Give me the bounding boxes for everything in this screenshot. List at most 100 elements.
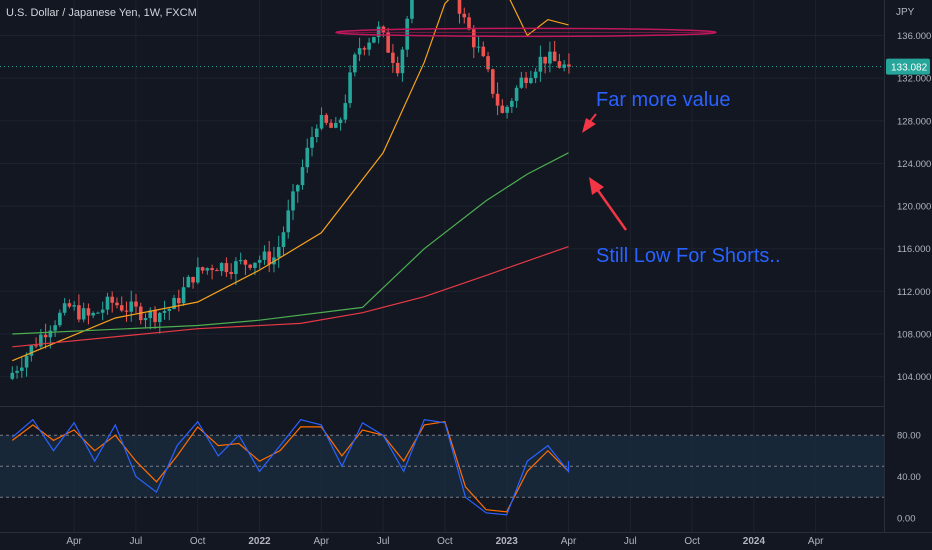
ema-mid-line xyxy=(12,152,569,335)
candle-body xyxy=(291,191,295,211)
price-tick-label: 132.000 xyxy=(897,74,931,85)
candle-body xyxy=(48,330,53,338)
candle-body xyxy=(367,42,371,50)
candle-body xyxy=(39,334,43,347)
symbol-header: U.S. Dollar / Japanese Yen, 1W, FXCM xyxy=(6,7,197,19)
candle-body xyxy=(372,37,376,43)
annotation-bottom: Still Low For Shorts.. xyxy=(596,245,781,267)
time-tick-label: Apr xyxy=(66,536,82,547)
oscillator-tick-label: 80.00 xyxy=(897,431,921,442)
candle-body xyxy=(262,251,267,260)
time-tick-label: Oct xyxy=(684,536,700,547)
time-tick-label: Apr xyxy=(561,536,577,547)
candle-body xyxy=(543,56,547,64)
candle-body xyxy=(491,69,495,94)
candle-body xyxy=(153,310,157,323)
candle-body xyxy=(219,263,224,272)
candle-body xyxy=(391,52,395,63)
candle-body xyxy=(248,264,252,268)
time-tick-label: 2023 xyxy=(496,536,519,547)
candle-body xyxy=(215,270,219,272)
candle-body xyxy=(229,272,233,275)
candle-body xyxy=(386,32,390,53)
candle-body xyxy=(172,297,176,310)
candle-body xyxy=(557,61,562,68)
candle-body xyxy=(324,115,329,123)
price-tick-label: 108.000 xyxy=(897,330,931,341)
candle-body xyxy=(24,355,29,368)
candle-body xyxy=(281,232,286,248)
candle-body xyxy=(257,259,262,263)
candle-body xyxy=(305,147,310,168)
price-tick-label: 104.000 xyxy=(897,372,931,383)
candle-body xyxy=(243,260,248,265)
candle-body xyxy=(514,87,519,101)
candle-body xyxy=(457,0,462,14)
candle-body xyxy=(81,308,86,320)
arrow-bottom-shaft xyxy=(595,188,628,231)
candle-body xyxy=(533,71,538,79)
candle-body xyxy=(567,64,571,67)
candle-body xyxy=(110,296,115,303)
time-tick-label: 2024 xyxy=(743,536,766,547)
candle-body xyxy=(319,115,324,129)
time-tick-label: Jul xyxy=(624,536,637,547)
time-tick-label: Apr xyxy=(808,536,824,547)
candle-body xyxy=(519,77,524,88)
candle-body xyxy=(72,305,76,307)
candle-body xyxy=(238,260,243,262)
candle-body xyxy=(495,93,500,106)
candle-body xyxy=(20,367,24,371)
candle-body xyxy=(134,301,138,307)
candle-body xyxy=(476,46,481,48)
candle-body xyxy=(91,312,95,316)
candle-body xyxy=(10,372,15,379)
candle-body xyxy=(86,308,91,316)
candle-body xyxy=(548,51,552,64)
oscillator-tick-label: 40.00 xyxy=(897,472,921,483)
candle-body xyxy=(510,100,514,107)
price-tick-label: 120.000 xyxy=(897,202,931,213)
drawings: Far more value Still Low For Shorts.. xyxy=(335,27,781,267)
oscillator-tick-label: 0.00 xyxy=(897,514,916,525)
candle-body xyxy=(53,325,57,331)
candle-body xyxy=(162,310,167,313)
annotation-top: Far more value xyxy=(596,89,731,111)
candle-body xyxy=(338,119,343,123)
candle-body xyxy=(186,276,191,288)
candle-body xyxy=(62,303,67,313)
candle-body xyxy=(15,370,19,373)
last-price-label: 133.082 xyxy=(891,63,928,74)
candle-body xyxy=(210,268,214,271)
candle-body xyxy=(500,105,505,113)
candle-body xyxy=(205,268,210,271)
price-tick-label: 128.000 xyxy=(897,116,931,127)
candle-body xyxy=(148,310,153,319)
candle-body xyxy=(96,312,100,314)
candle-body xyxy=(43,334,48,338)
candle-body xyxy=(343,103,348,120)
candle-body xyxy=(410,0,414,19)
candle-body xyxy=(234,261,238,275)
candle-body xyxy=(471,29,476,48)
candle-body xyxy=(310,137,314,148)
price-tick-label: 116.000 xyxy=(897,244,931,255)
candle-body xyxy=(486,56,490,70)
candle-body xyxy=(181,287,186,304)
candle-body xyxy=(505,106,509,113)
candle-body xyxy=(196,267,200,283)
moving-averages xyxy=(12,0,569,362)
candle-body xyxy=(191,276,195,283)
candle-body xyxy=(157,312,162,323)
time-tick-label: Jul xyxy=(377,536,390,547)
ema-slow-line xyxy=(12,246,569,348)
candle-body xyxy=(362,48,367,50)
candle-body xyxy=(119,305,124,311)
candle-body xyxy=(143,318,148,321)
candle-body xyxy=(376,26,381,38)
candle-body xyxy=(348,72,352,104)
candle-body xyxy=(276,247,281,258)
candle-body xyxy=(552,51,557,62)
